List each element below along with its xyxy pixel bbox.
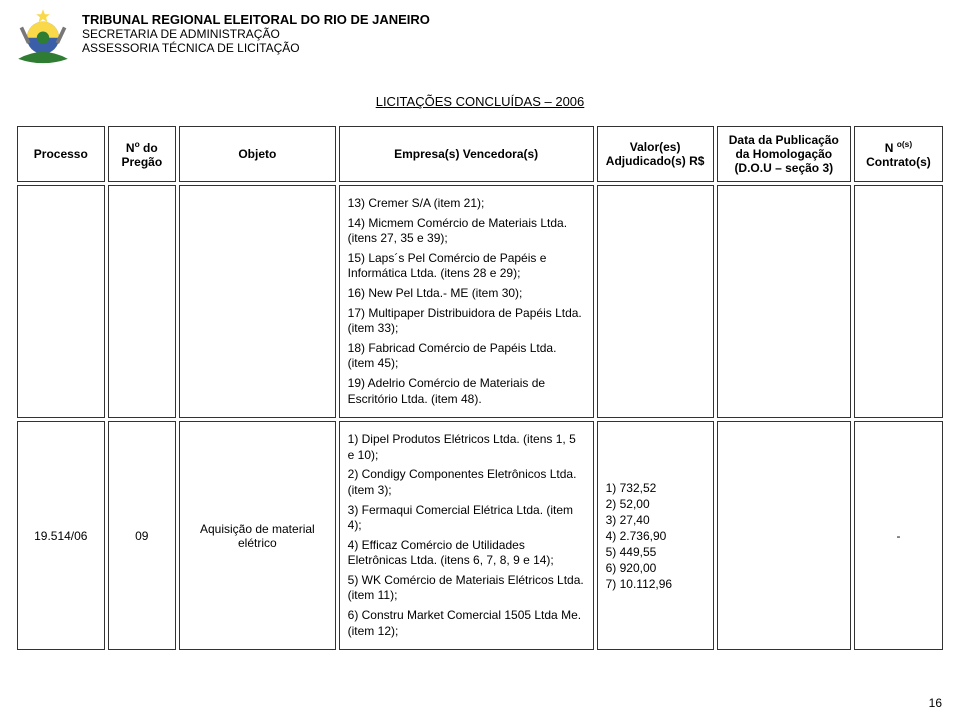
- col-contrato: N o(s) Contrato(s): [854, 126, 943, 182]
- emp-item: 17) Multipaper Distribuidora de Papéis L…: [348, 306, 585, 337]
- page-number: 16: [929, 696, 942, 710]
- cell-empty: [179, 185, 336, 418]
- col-contrato-pre: N: [885, 141, 897, 155]
- org-line2: SECRETARIA DE ADMINISTRAÇÃO: [82, 27, 430, 41]
- col-pregao-pre: N: [126, 141, 135, 155]
- cell-empty: [854, 185, 943, 418]
- col-pregao: No do Pregão: [108, 126, 176, 182]
- cell-pregao: 09: [108, 421, 176, 650]
- col-contrato-post: Contrato(s): [866, 155, 931, 169]
- emp-item: 19) Adelrio Comércio de Materiais de Esc…: [348, 376, 585, 407]
- emp-item: 13) Cremer S/A (item 21);: [348, 196, 585, 212]
- val-item: 4) 2.736,90: [606, 529, 705, 543]
- cell-empresa: 1) Dipel Produtos Elétricos Ltda. (itens…: [339, 421, 594, 650]
- document-header: TRIBUNAL REGIONAL ELEITORAL DO RIO DE JA…: [0, 0, 960, 74]
- val-item: 1) 732,52: [606, 481, 705, 495]
- emp-item: 6) Constru Market Comercial 1505 Ltda Me…: [348, 608, 585, 639]
- emp-item: 15) Laps´s Pel Comércio de Papéis e Info…: [348, 251, 585, 282]
- cell-data: [717, 421, 851, 650]
- emp-item: 16) New Pel Ltda.- ME (item 30);: [348, 286, 585, 302]
- document-title: LICITAÇÕES CONCLUÍDAS – 2006: [0, 94, 960, 109]
- emp-item: 14) Micmem Comércio de Materiais Ltda. (…: [348, 216, 585, 247]
- emp-item: 2) Condigy Componentes Eletrônicos Ltda.…: [348, 467, 585, 498]
- val-item: 7) 10.112,96: [606, 577, 705, 591]
- col-data: Data da Publicação da Homologação (D.O.U…: [717, 126, 851, 182]
- cell-empty: [108, 185, 176, 418]
- col-valor: Valor(es) Adjudicado(s) R$: [597, 126, 714, 182]
- col-processo: Processo: [17, 126, 105, 182]
- val-item: 3) 27,40: [606, 513, 705, 527]
- table-wrapper: Processo No do Pregão Objeto Empresa(s) …: [0, 123, 960, 653]
- table-row: 13) Cremer S/A (item 21); 14) Micmem Com…: [17, 185, 943, 418]
- col-contrato-sup: o(s): [897, 139, 912, 149]
- cell-objeto: Aquisição de material elétrico: [179, 421, 336, 650]
- emp-item: 4) Efficaz Comércio de Utilidades Eletrô…: [348, 538, 585, 569]
- table-header-row: Processo No do Pregão Objeto Empresa(s) …: [17, 126, 943, 182]
- cell-empresa-continuation: 13) Cremer S/A (item 21); 14) Micmem Com…: [339, 185, 594, 418]
- col-objeto: Objeto: [179, 126, 336, 182]
- table-row: 19.514/06 09 Aquisição de material elétr…: [17, 421, 943, 650]
- val-item: 6) 920,00: [606, 561, 705, 575]
- cell-contrato: -: [854, 421, 943, 650]
- org-line1: TRIBUNAL REGIONAL ELEITORAL DO RIO DE JA…: [82, 12, 430, 27]
- emp-item: 3) Fermaqui Comercial Elétrica Ltda. (it…: [348, 503, 585, 534]
- emp-item: 5) WK Comércio de Materiais Elétricos Lt…: [348, 573, 585, 604]
- org-line3: ASSESSORIA TÉCNICA DE LICITAÇÃO: [82, 41, 430, 55]
- cell-valor: 1) 732,52 2) 52,00 3) 27,40 4) 2.736,90 …: [597, 421, 714, 650]
- cell-empty: [17, 185, 105, 418]
- emp-item: 1) Dipel Produtos Elétricos Ltda. (itens…: [348, 432, 585, 463]
- emp-item: 18) Fabricad Comércio de Papéis Ltda. (i…: [348, 341, 585, 372]
- cell-processo: 19.514/06: [17, 421, 105, 650]
- col-empresa: Empresa(s) Vencedora(s): [339, 126, 594, 182]
- cell-empty: [717, 185, 851, 418]
- organization-block: TRIBUNAL REGIONAL ELEITORAL DO RIO DE JA…: [82, 8, 430, 55]
- val-item: 2) 52,00: [606, 497, 705, 511]
- val-item: 5) 449,55: [606, 545, 705, 559]
- coat-of-arms-icon: [12, 8, 74, 70]
- cell-empty: [597, 185, 714, 418]
- licitacoes-table: Processo No do Pregão Objeto Empresa(s) …: [14, 123, 946, 653]
